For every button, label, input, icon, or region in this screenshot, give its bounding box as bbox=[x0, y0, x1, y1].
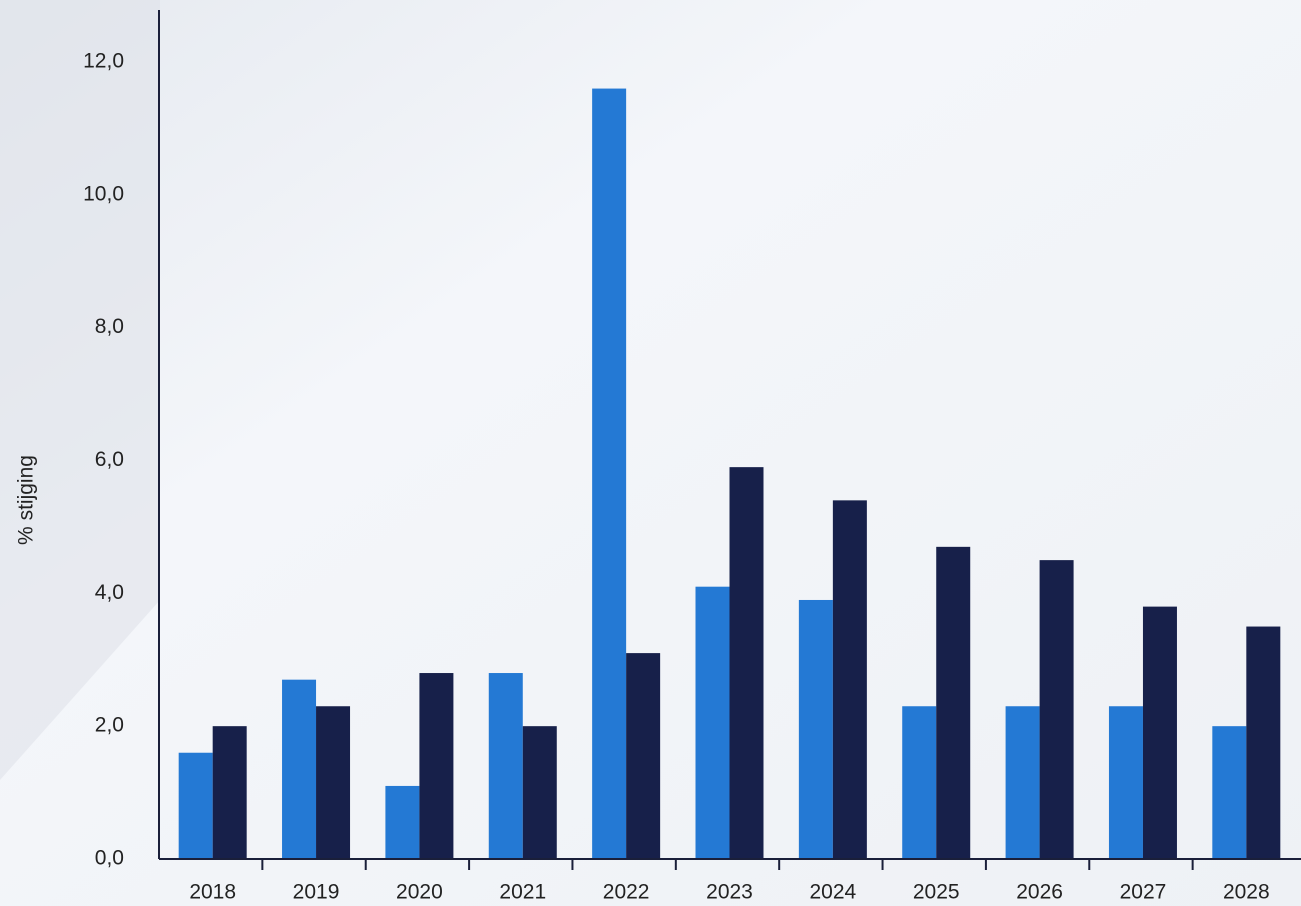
bar bbox=[729, 467, 764, 859]
bar bbox=[212, 726, 247, 859]
x-tick-label: 2028 bbox=[1223, 881, 1270, 904]
bar bbox=[695, 586, 730, 859]
x-tick-label: 2024 bbox=[810, 881, 857, 904]
bar bbox=[178, 752, 213, 859]
x-tick-label: 2020 bbox=[396, 881, 443, 904]
bar bbox=[1142, 606, 1177, 859]
bar bbox=[282, 679, 317, 859]
x-tick-label: 2027 bbox=[1120, 881, 1167, 904]
x-tick-label: 2023 bbox=[706, 881, 753, 904]
y-tick-label: 2,0 bbox=[95, 714, 124, 737]
bar bbox=[1039, 560, 1074, 859]
bar bbox=[419, 673, 454, 859]
bar bbox=[522, 726, 557, 859]
y-axis-label: % stijging bbox=[15, 455, 38, 545]
bar bbox=[1108, 706, 1143, 859]
bar bbox=[832, 500, 867, 859]
background-shape bbox=[0, 0, 160, 780]
bar bbox=[798, 599, 833, 859]
x-tick-label: 2019 bbox=[293, 881, 340, 904]
y-tick-label: 4,0 bbox=[95, 581, 124, 604]
bar bbox=[626, 653, 661, 859]
x-tick-label: 2025 bbox=[913, 881, 960, 904]
x-tick-label: 2021 bbox=[499, 881, 546, 904]
bar bbox=[1005, 706, 1040, 859]
x-tick-label: 2018 bbox=[189, 881, 236, 904]
y-tick-label: 12,0 bbox=[83, 50, 124, 73]
y-tick-label: 0,0 bbox=[95, 847, 124, 870]
bar bbox=[1246, 626, 1281, 859]
x-tick-label: 2026 bbox=[1016, 881, 1063, 904]
y-tick-label: 8,0 bbox=[95, 315, 124, 338]
bar bbox=[592, 88, 627, 860]
y-tick-label: 6,0 bbox=[95, 448, 124, 471]
bar bbox=[316, 706, 351, 859]
y-tick-label: 10,0 bbox=[83, 182, 124, 205]
bar bbox=[1212, 726, 1247, 859]
bar bbox=[385, 785, 420, 859]
bar bbox=[488, 673, 523, 859]
x-tick-label: 2022 bbox=[603, 881, 650, 904]
bar bbox=[936, 546, 971, 859]
bar bbox=[902, 706, 937, 859]
